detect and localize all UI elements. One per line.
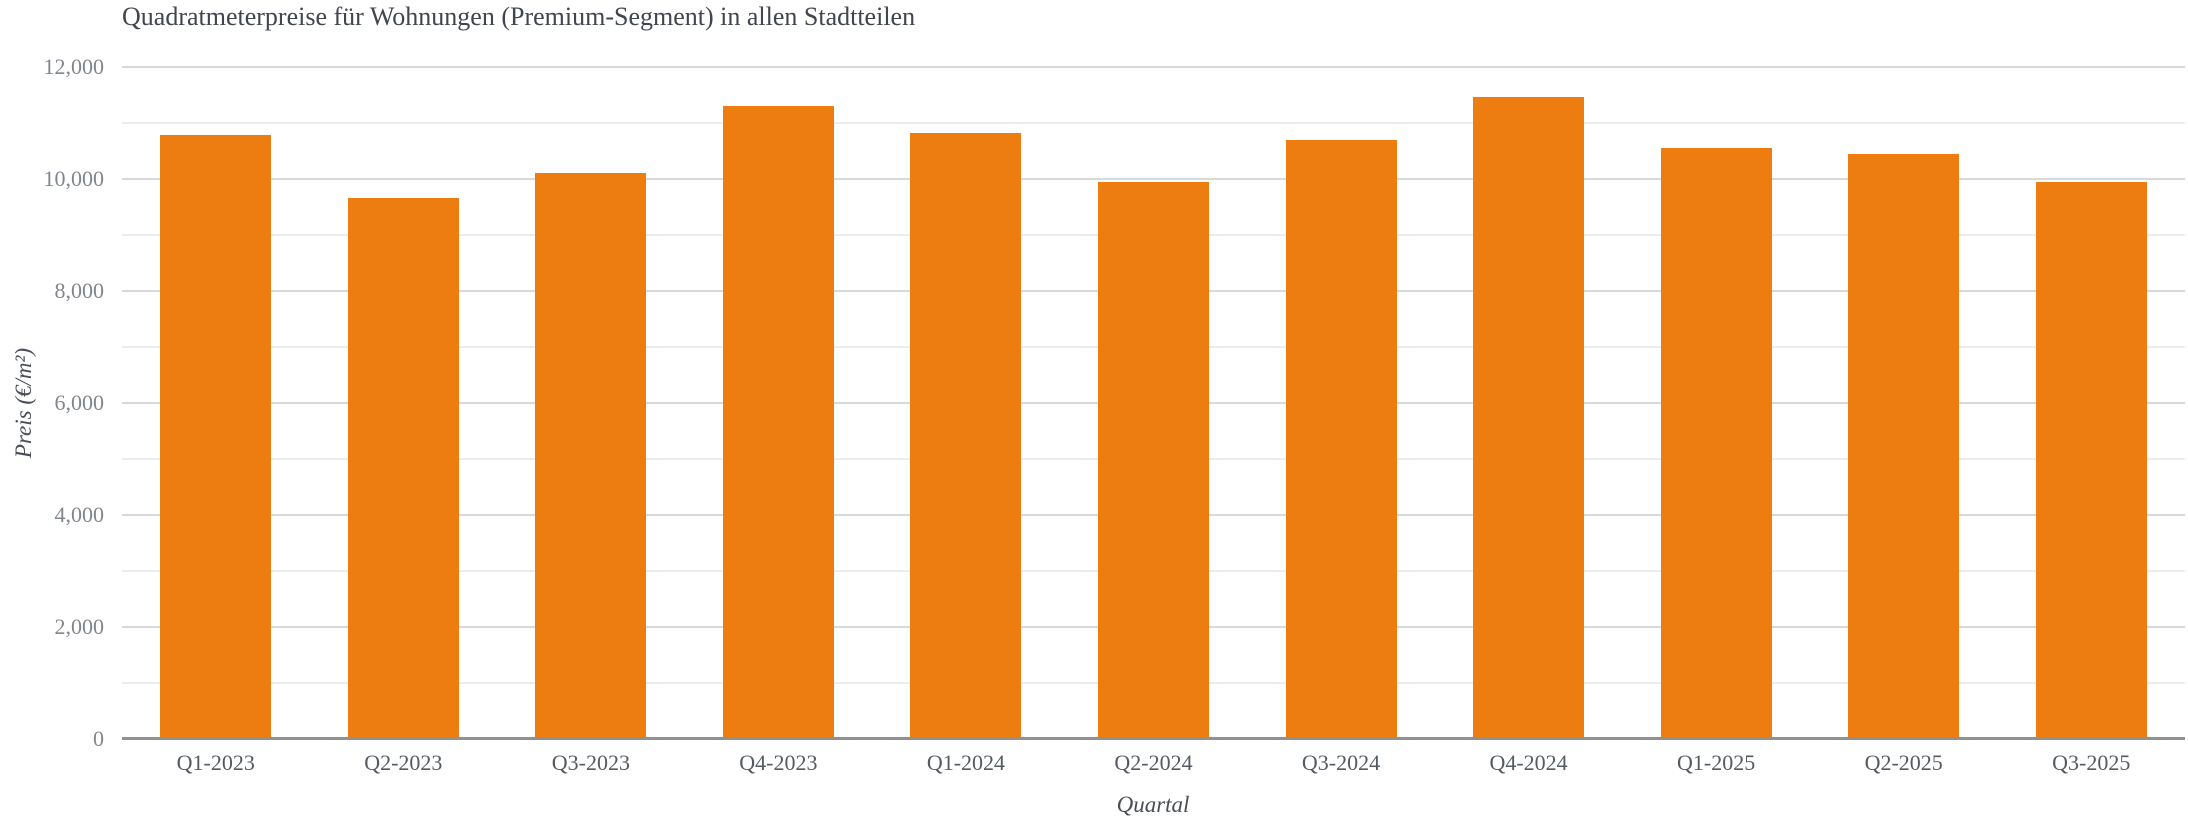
bar-q3-2024[interactable] xyxy=(1285,139,1397,739)
x-tick-label: Q3-2023 xyxy=(551,750,630,775)
major-gridline xyxy=(122,178,2185,180)
x-tick-label: Q2-2023 xyxy=(364,750,443,775)
y-tick-label: 12,000 xyxy=(43,54,105,79)
bar-q4-2024[interactable] xyxy=(1473,96,1585,739)
x-tick-label: Q1-2024 xyxy=(926,750,1006,775)
y-tick-label: 0 xyxy=(93,726,104,751)
x-tick-label: Q3-2024 xyxy=(1301,750,1381,775)
x-axis-line xyxy=(122,737,2185,740)
bar-q2-2024[interactable] xyxy=(1098,182,1209,739)
x-tick-label: Q1-2025 xyxy=(1677,750,1756,775)
x-tick-label: Q3-2025 xyxy=(2052,750,2131,775)
chart-title: Quadratmeterpreise für Wohnungen (Premiu… xyxy=(122,2,916,31)
bar-q2-2025[interactable] xyxy=(1848,153,1960,739)
x-tick-label: Q1-2023 xyxy=(176,750,255,775)
y-tick-label: 8,000 xyxy=(54,278,105,303)
bar-q1-2025[interactable] xyxy=(1660,147,1772,739)
x-tick-label: Q4-2024 xyxy=(1489,750,1568,775)
y-tick-label: 4,000 xyxy=(54,502,105,527)
bar-q1-2024[interactable] xyxy=(910,133,1022,739)
x-tick-label: Q2-2025 xyxy=(1864,750,1943,775)
bar-q3-2023[interactable] xyxy=(535,173,647,739)
major-gridline xyxy=(122,66,2185,68)
bar-q4-2023[interactable] xyxy=(722,106,834,739)
minor-gridline xyxy=(122,122,2185,124)
x-axis-title: Quartal xyxy=(1116,792,1190,817)
y-tick-label: 10,000 xyxy=(43,166,105,191)
x-tick-label: Q4-2023 xyxy=(739,750,818,775)
plot-area xyxy=(122,66,2185,740)
bar-q3-2025[interactable] xyxy=(2035,182,2147,739)
y-tick-label: 6,000 xyxy=(54,390,105,415)
y-tick-label: 2,000 xyxy=(54,614,105,639)
x-tick-label: Q2-2024 xyxy=(1114,750,1193,775)
bar-q1-2023[interactable] xyxy=(160,135,272,739)
bar-q2-2023[interactable] xyxy=(347,198,459,739)
